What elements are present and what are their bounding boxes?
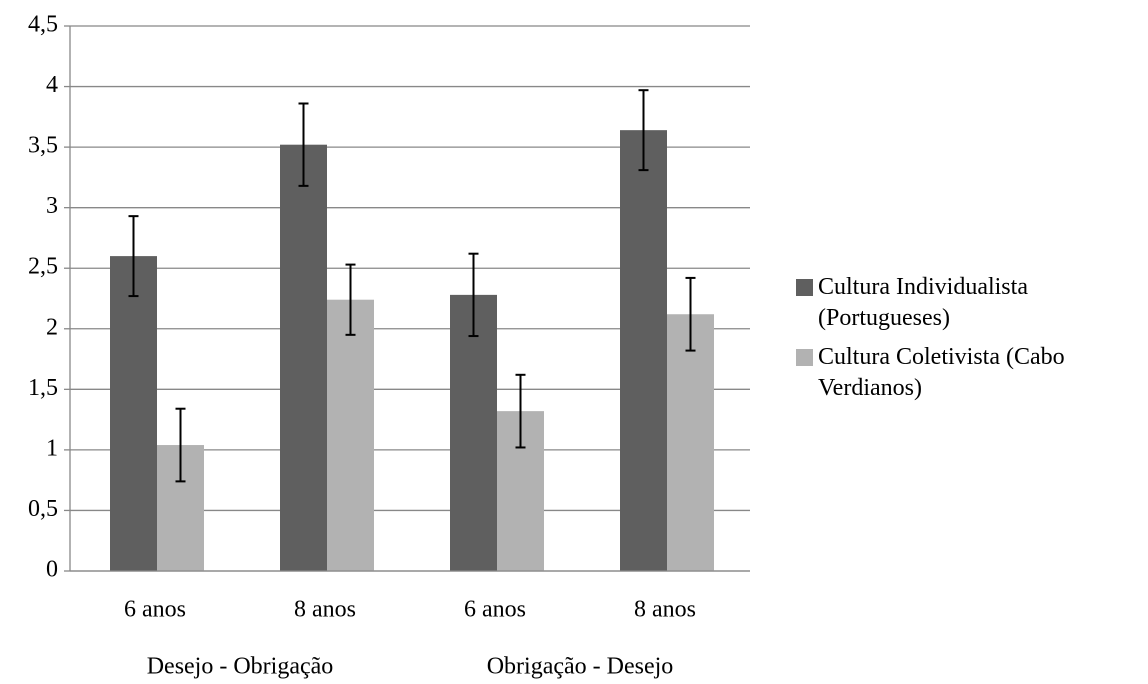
y-tick-label: 1 [46, 435, 58, 461]
bar [327, 299, 374, 571]
bar [620, 130, 667, 571]
legend-swatch [796, 349, 813, 366]
legend: Cultura Individualista (Portugueses) Cult… [796, 272, 1148, 412]
y-tick-label: 3 [46, 193, 58, 219]
legend-item: Cultura Coletivista (Cabo Verdianos) [796, 342, 1148, 404]
error-bar [515, 373, 526, 449]
x-tick-label: 8 anos [294, 597, 356, 623]
y-tick-label: 0 [46, 557, 58, 583]
error-bar [128, 215, 139, 298]
bar [110, 256, 157, 571]
bar [667, 314, 714, 571]
x-tick-label: 6 anos [124, 597, 186, 623]
legend-label: Cultura Individualista (Portugueses) [818, 274, 1028, 331]
y-tick-label: 2 [46, 314, 58, 340]
x-tick-label: 6 anos [464, 597, 526, 623]
group-label: Desejo - Obrigação [147, 654, 334, 680]
y-tick-label: 1,5 [28, 375, 58, 401]
y-tick-label: 4,5 [28, 12, 58, 38]
legend-swatch [796, 279, 813, 296]
y-tick-label: 2,5 [28, 254, 58, 280]
error-bar [175, 407, 186, 483]
bar [280, 144, 327, 571]
error-bar [685, 276, 696, 352]
x-tick-label: 8 anos [634, 597, 696, 623]
error-bar [638, 89, 649, 172]
error-bar [468, 252, 479, 338]
y-tick-label: 0,5 [28, 496, 58, 522]
error-bar [298, 102, 309, 187]
error-bar [345, 263, 356, 336]
legend-label: Cultura Coletivista (Cabo Verdianos) [818, 344, 1065, 401]
group-label: Obrigação - Desejo [487, 654, 674, 680]
y-tick-label: 4 [46, 72, 58, 98]
bar [450, 294, 497, 571]
y-tick-label: 3,5 [28, 133, 58, 159]
legend-item: Cultura Individualista (Portugueses) [796, 272, 1148, 334]
